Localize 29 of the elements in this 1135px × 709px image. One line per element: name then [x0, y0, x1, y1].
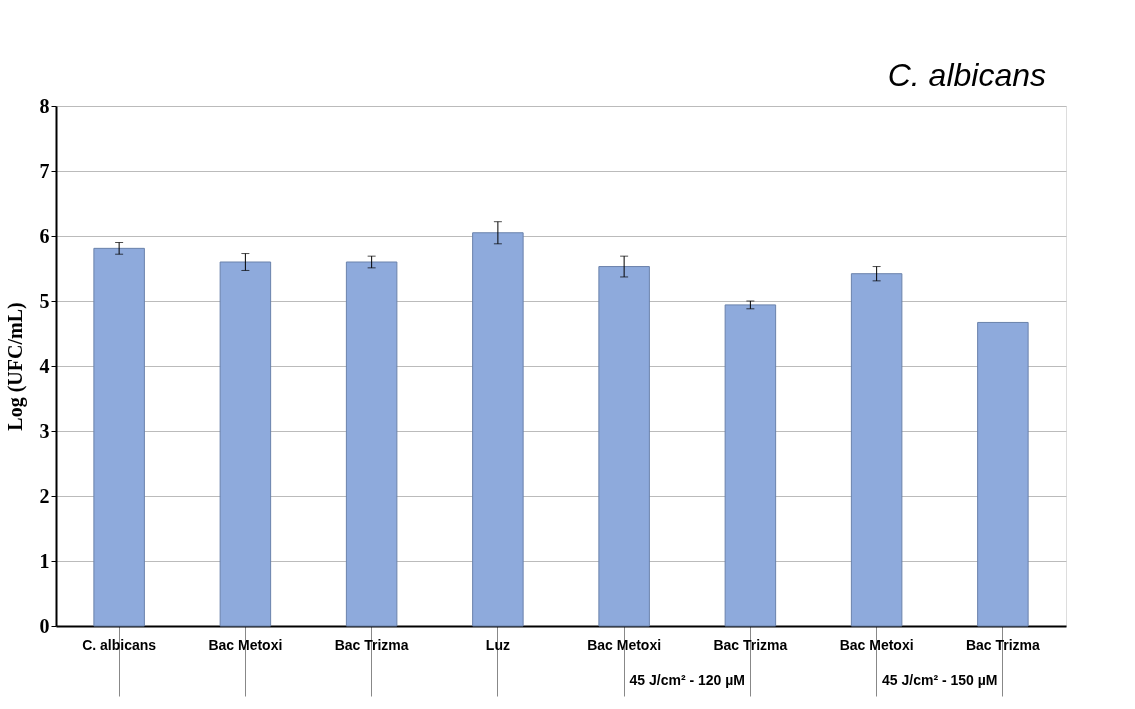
y-tick-label: 7	[39, 159, 50, 182]
x-tick-label: Bac Metoxi	[208, 636, 283, 653]
y-tick-label: 5	[39, 289, 50, 312]
y-tick-label: 8	[39, 94, 50, 117]
y-axis-title: Log (UFC/mL)	[3, 302, 27, 431]
x-tick-label: Bac Trizma	[713, 636, 788, 653]
bar	[598, 266, 650, 627]
x-tick-label: Bac Metoxi	[839, 636, 914, 653]
x-tick-label: C. albicans	[82, 636, 157, 653]
bar	[724, 304, 777, 627]
text: 45 J/cm² - 150 µM	[882, 672, 998, 688]
x-tick-label: Bac Trizma	[334, 636, 409, 653]
y-tick-label: 1	[39, 549, 50, 572]
text: 45 J/cm² - 120 µM	[629, 672, 745, 688]
x-tick-label: Bac Trizma	[965, 636, 1041, 653]
y-tick-label: 3	[39, 419, 50, 442]
bar	[219, 261, 272, 627]
bar	[977, 321, 1029, 627]
y-tick-label: 0	[39, 614, 50, 637]
x-tick-label: Bac Metoxi	[587, 636, 662, 653]
bar	[472, 232, 524, 627]
y-tick-label: 2	[39, 484, 50, 507]
bar	[850, 273, 903, 627]
bar	[345, 261, 398, 627]
y-tick-label: 4	[39, 354, 50, 377]
x-tick-label: Luz	[485, 636, 510, 653]
y-tick-label: 6	[39, 224, 50, 247]
bar	[93, 247, 145, 627]
chart-title: C. albicans	[887, 57, 1046, 93]
